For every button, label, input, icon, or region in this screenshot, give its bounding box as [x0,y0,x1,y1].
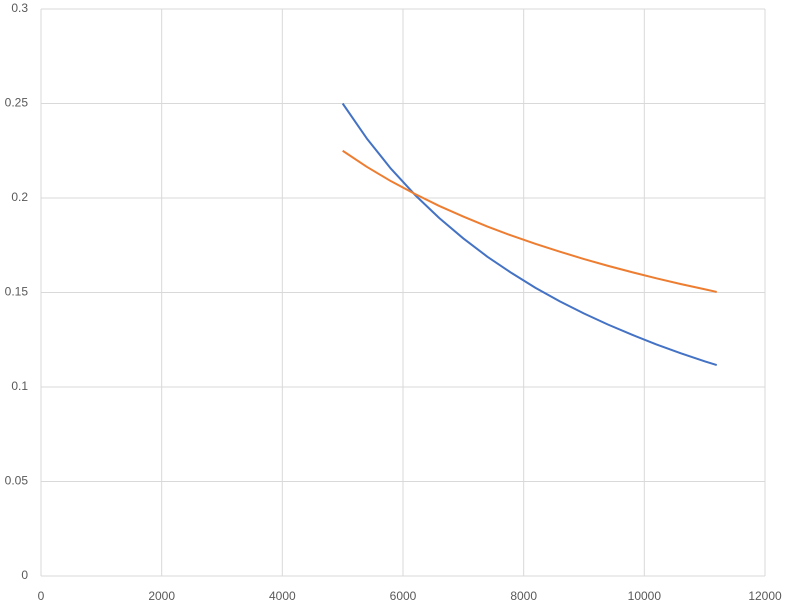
x-tick-label: 4000 [269,589,296,603]
x-tick-label: 10000 [628,589,662,603]
x-tick-label: 12000 [748,589,782,603]
y-tick-label: 0.05 [5,474,29,488]
y-tick-label: 0.25 [5,96,29,110]
series-line [341,102,718,367]
x-tick-label: 0 [38,589,45,603]
x-tick-label: 2000 [148,589,175,603]
series-line [342,149,717,293]
y-tick-label: 0.15 [5,285,29,299]
x-tick-label: 8000 [510,589,537,603]
y-tick-label: 0.1 [11,379,28,393]
y-tick-label: 0.3 [11,1,28,15]
y-tick-label: 0 [21,568,28,582]
x-tick-label: 6000 [390,589,417,603]
y-tick-label: 0.2 [11,190,28,204]
